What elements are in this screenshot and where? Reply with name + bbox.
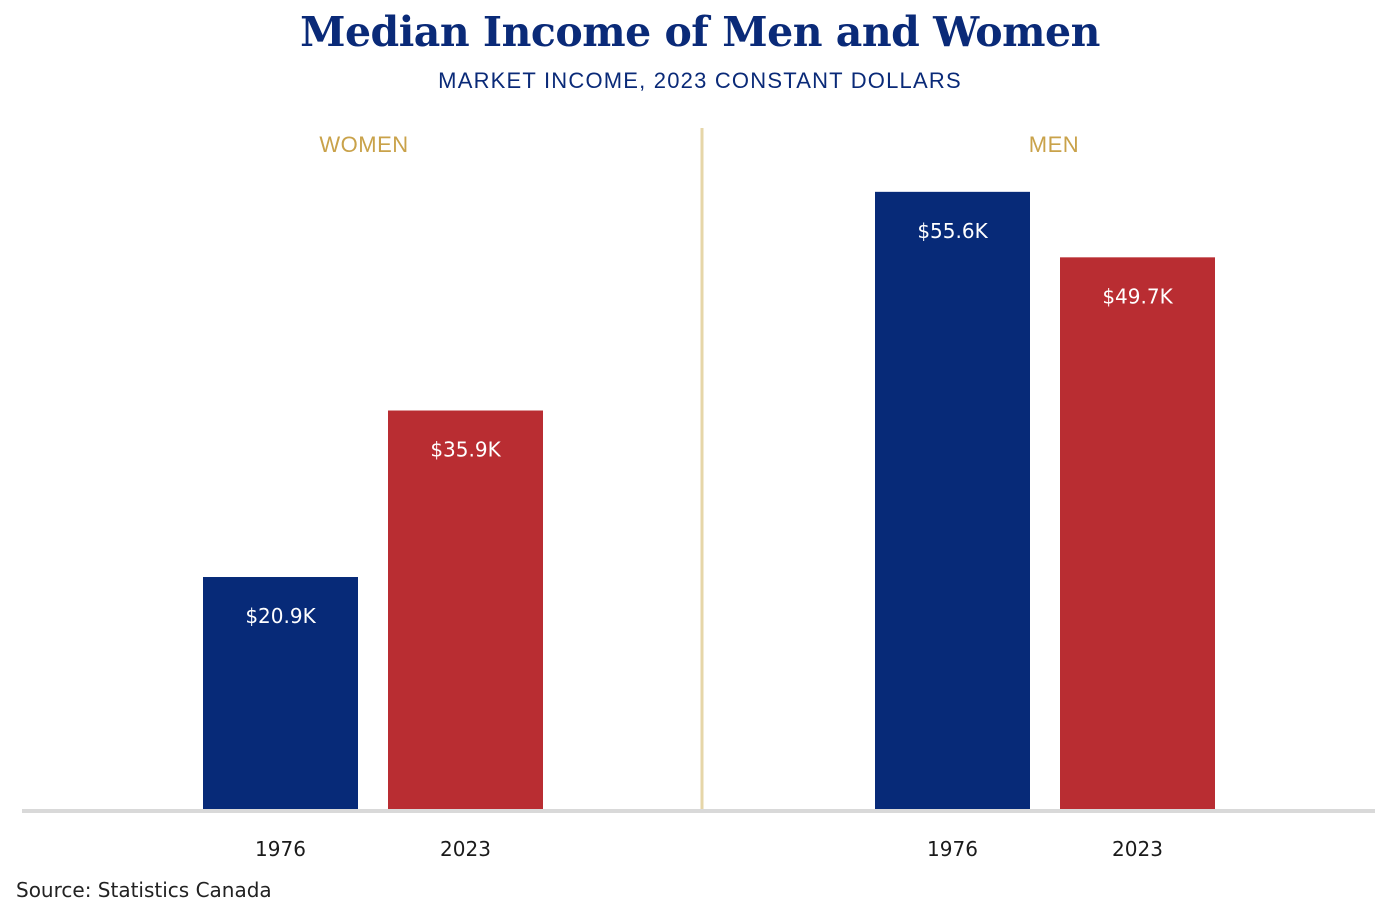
x-tick-label-women-1976: 1976 — [255, 837, 306, 861]
bar-label-men-1976: $55.6K — [917, 219, 988, 243]
bar-label-men-2023: $49.7K — [1102, 284, 1173, 308]
x-tick-label-men-2023: 2023 — [1112, 837, 1163, 861]
x-tick-label-men-1976: 1976 — [927, 837, 978, 861]
source-note: Source: Statistics Canada — [16, 878, 272, 902]
bar-women-2023 — [388, 410, 543, 809]
bar-men-1976 — [875, 191, 1030, 810]
bar-label-women-2023: $35.9K — [430, 438, 501, 462]
bar-label-women-1976: $20.9K — [245, 604, 316, 628]
chart-subtitle: MARKET INCOME, 2023 CONSTANT DOLLARS — [438, 68, 962, 93]
bar-women-1976 — [203, 577, 358, 809]
group-label-men: MEN — [1029, 132, 1079, 157]
x-tick-label-women-2023: 2023 — [440, 837, 491, 861]
bar-men-2023 — [1060, 257, 1215, 810]
group-label-women: WOMEN — [319, 132, 408, 157]
chart-title: Median Income of Men and Women — [300, 8, 1100, 56]
